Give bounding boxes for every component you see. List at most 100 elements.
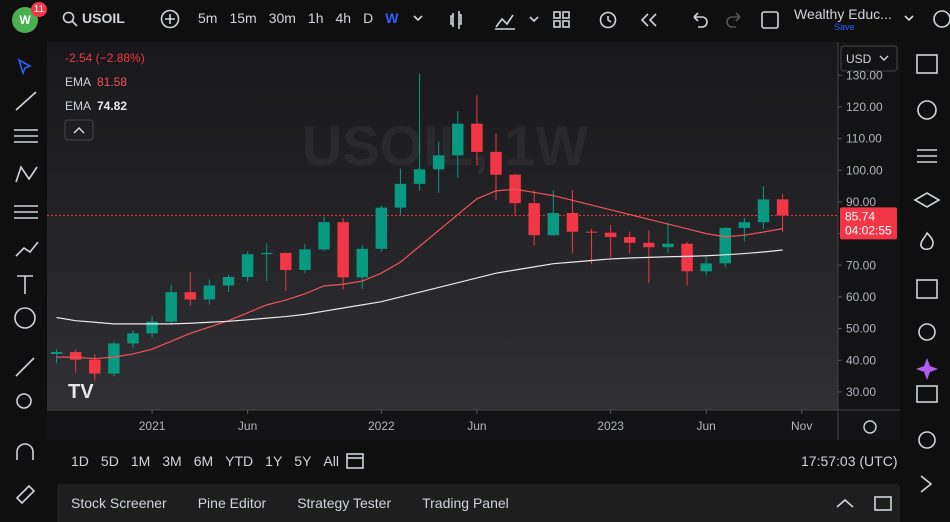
candle-body <box>604 232 617 238</box>
candle-body <box>700 263 712 272</box>
y-tick-label: 50.00 <box>846 322 876 336</box>
calendar-icon[interactable] <box>916 279 938 299</box>
brush-tool[interactable] <box>15 241 39 257</box>
panel-tab[interactable]: Trading Panel <box>422 495 509 511</box>
candle-body <box>127 333 139 344</box>
watchlist-icon[interactable] <box>916 54 938 74</box>
candle-body <box>547 213 560 236</box>
data-window-icon[interactable] <box>917 149 937 163</box>
interval[interactable]: 15m <box>229 10 257 26</box>
interval[interactable]: 30m <box>268 10 296 26</box>
candle-body <box>165 292 177 322</box>
ema-name: EMA <box>65 99 91 113</box>
range-button[interactable]: 3M <box>162 453 182 469</box>
range-button[interactable]: 6M <box>193 453 214 469</box>
line-tool[interactable] <box>15 91 37 111</box>
range-button[interactable]: 5D <box>100 453 119 469</box>
range-button[interactable]: 1Y <box>265 453 283 469</box>
price-axis <box>838 42 900 440</box>
x-tick-label: Nov <box>791 419 812 433</box>
projection-tool[interactable] <box>14 205 38 219</box>
candle-body <box>643 242 655 248</box>
x-tick-label: Jun <box>696 419 715 433</box>
candle-body <box>375 207 388 249</box>
candle-body <box>241 254 254 277</box>
candle-body <box>452 123 464 156</box>
watermark: USOIL, 1W <box>302 114 588 177</box>
range-button[interactable]: YTD <box>225 453 254 469</box>
date-range-icon[interactable] <box>345 450 365 470</box>
x-tick-label: 2022 <box>368 419 395 433</box>
candle-body <box>585 231 598 233</box>
ruler-tool[interactable] <box>15 357 35 377</box>
hotlists-icon[interactable] <box>913 192 941 208</box>
search-icon[interactable] <box>62 11 78 27</box>
ema-line <box>56 188 783 360</box>
zoom-tool[interactable] <box>16 393 32 409</box>
ema-line <box>56 249 783 325</box>
save-label[interactable]: Save <box>834 22 855 32</box>
candle-body <box>624 237 636 243</box>
streams-icon[interactable] <box>918 431 936 449</box>
pattern-tool[interactable] <box>15 165 38 183</box>
left-toolbar <box>14 58 39 505</box>
panel-tab[interactable]: Stock Screener <box>71 495 167 511</box>
tips-icon[interactable] <box>918 323 936 341</box>
cursor-tool[interactable] <box>17 58 32 76</box>
toolbar-icons <box>450 11 741 30</box>
ideas-icon[interactable] <box>920 231 934 251</box>
clock: 17:57:03 (UTC) <box>801 453 898 469</box>
collapse-icon <box>73 126 85 134</box>
fib-tool[interactable] <box>14 129 38 143</box>
right-sidebar <box>913 54 941 493</box>
pine-icon[interactable] <box>920 475 933 493</box>
candle-body <box>260 252 273 255</box>
candle-body <box>69 352 82 360</box>
chat-icon[interactable] <box>916 385 938 403</box>
range-button[interactable]: 5Y <box>294 453 312 469</box>
ai-icon[interactable] <box>916 358 938 380</box>
settings-icon[interactable] <box>863 420 877 434</box>
price-label-box <box>840 207 897 240</box>
candle-body <box>299 249 311 271</box>
price-label: 85.74 <box>845 209 875 223</box>
ema-value: 81.58 <box>97 75 127 89</box>
candle-body <box>89 359 101 374</box>
symbol[interactable]: USOIL <box>82 10 125 26</box>
candle-body <box>337 222 349 278</box>
collapse-legend[interactable] <box>64 119 94 141</box>
emoji-tool[interactable] <box>14 307 36 329</box>
interval-dropdown[interactable] <box>412 13 424 23</box>
panel-tab[interactable]: Pine Editor <box>197 495 267 511</box>
range-button[interactable]: All <box>323 453 339 469</box>
candle-body <box>222 276 235 286</box>
candle-body <box>681 243 693 272</box>
range-button[interactable]: 1D <box>71 453 89 469</box>
interval[interactable]: 5m <box>198 10 218 26</box>
add-symbol[interactable] <box>160 9 180 29</box>
candle-body <box>394 183 407 208</box>
more-icon[interactable] <box>930 8 950 30</box>
time-axis <box>47 410 838 440</box>
range-button[interactable]: 1M <box>130 453 151 469</box>
text-tool[interactable] <box>17 275 33 294</box>
panel-tabs: Stock Screener Pine Editor Strategy Tester… <box>71 495 540 511</box>
x-tick-label: Jun <box>238 419 257 433</box>
alerts-icon[interactable] <box>917 100 937 120</box>
x-tick-label: 2023 <box>597 419 624 433</box>
panel-tab[interactable]: Strategy Tester <box>297 495 392 511</box>
magnet-tool[interactable] <box>16 443 34 460</box>
layout-icon[interactable] <box>760 10 780 30</box>
interval[interactable]: D <box>363 10 374 26</box>
x-tick-label: 2021 <box>139 419 166 433</box>
layout-dropdown[interactable] <box>903 13 915 23</box>
y-tick-label: 100.00 <box>846 163 883 177</box>
layout-name[interactable]: Wealthy Educ... <box>794 6 892 22</box>
interval[interactable]: 4h <box>335 10 352 26</box>
currency-button[interactable] <box>840 45 898 72</box>
lock-tool[interactable] <box>15 484 36 505</box>
candle-body <box>184 292 197 300</box>
interval[interactable]: W <box>385 10 399 26</box>
interval[interactable]: 1h <box>307 10 324 26</box>
